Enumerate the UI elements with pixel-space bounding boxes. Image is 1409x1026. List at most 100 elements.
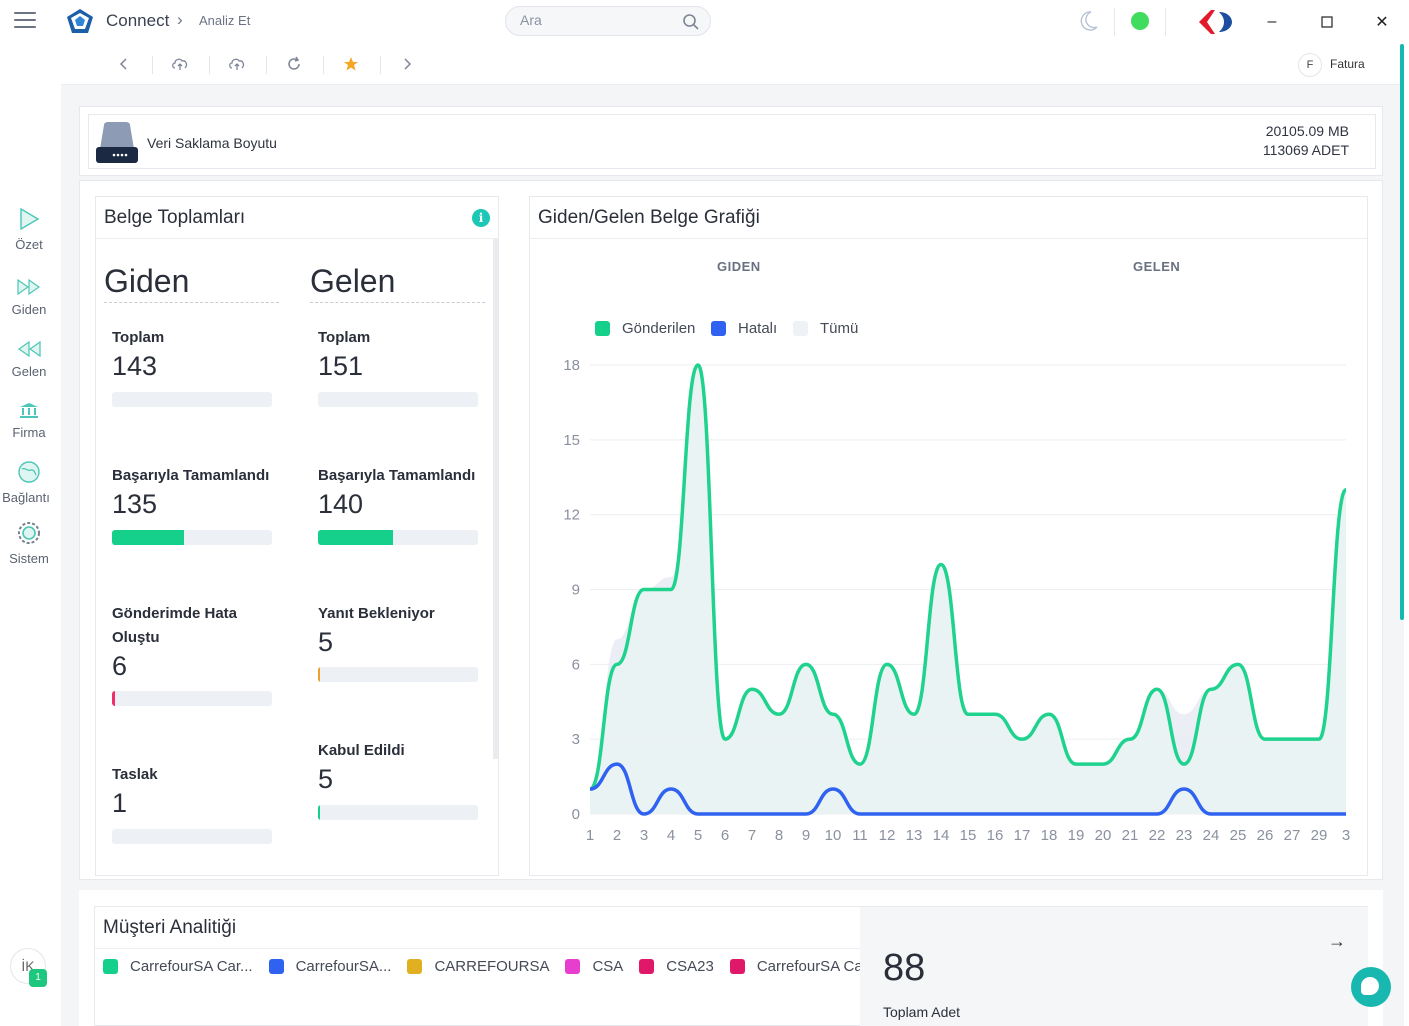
rewind-icon xyxy=(17,340,41,358)
metric-label: Toplam xyxy=(112,329,165,346)
legend-item-hatali[interactable]: Hatalı xyxy=(711,320,777,337)
total-panel: → 88 Toplam Adet xyxy=(860,907,1368,1026)
x-tick-label: 4 xyxy=(667,827,675,844)
sidebar-item-baglanti[interactable]: Bağlantı xyxy=(0,460,58,505)
card-header: Giden/Gelen Belge Grafiği xyxy=(530,197,1367,239)
sidebar-item-ozet[interactable]: Özet xyxy=(0,207,58,252)
avatar[interactable]: İK 1 xyxy=(10,948,47,987)
divider xyxy=(266,56,267,74)
x-tick-label: 8 xyxy=(775,827,783,844)
breadcrumb[interactable]: Analiz Et xyxy=(199,13,251,28)
fatura-label[interactable]: Fatura xyxy=(1330,57,1365,71)
chevron-left-icon[interactable] xyxy=(111,52,135,76)
search-input[interactable] xyxy=(520,12,670,28)
divider xyxy=(95,948,860,949)
x-tick-label: 14 xyxy=(933,827,950,844)
progress-fill xyxy=(318,805,320,820)
app-logo xyxy=(67,9,93,33)
y-tick-label: 18 xyxy=(563,357,580,374)
refresh-icon[interactable] xyxy=(282,52,306,76)
x-tick-label: 6 xyxy=(721,827,729,844)
y-tick-label: 9 xyxy=(572,582,580,599)
divider xyxy=(380,56,381,74)
sidebar-item-firma[interactable]: Firma xyxy=(0,401,58,440)
sidebar-item-label: Firma xyxy=(12,425,46,440)
progress-bar xyxy=(112,530,272,545)
progress-fill xyxy=(112,530,184,545)
divider xyxy=(323,56,324,74)
minimize-button[interactable]: – xyxy=(1267,13,1277,30)
storage-title: Veri Saklama Boyutu xyxy=(147,135,277,151)
sidebar: Özet Giden Gelen Firma Bağlantı Sistem İ… xyxy=(0,44,61,1026)
x-tick-label: 22 xyxy=(1149,827,1166,844)
chevron-right-icon[interactable] xyxy=(396,52,420,76)
sidebar-item-sistem[interactable]: Sistem xyxy=(0,521,58,566)
customer-legend: CarrefourSA Car... CarrefourSA... CARREFOU… xyxy=(103,958,860,980)
metric-value: 5 xyxy=(318,764,334,794)
legend-item-customer[interactable]: CSA xyxy=(565,958,623,975)
star-icon[interactable] xyxy=(339,52,363,76)
arrow-right-icon[interactable]: → xyxy=(1328,931,1346,951)
main-content: F Fatura Veri Saklama Boyutu 20105.09 MB… xyxy=(61,44,1404,1026)
legend-item-customer[interactable]: CarrefourSA Ca xyxy=(729,958,860,975)
sidebar-item-label: Sistem xyxy=(9,551,49,566)
metric-gelen-yanit: Yanıt Bekleniyor 5 xyxy=(318,602,478,658)
info-icon[interactable]: i xyxy=(472,209,490,227)
legend-item-customer[interactable]: CARREFOURSA xyxy=(407,958,549,975)
tab-giden[interactable]: GIDEN xyxy=(717,259,761,274)
storage-section: Veri Saklama Boyutu 20105.09 MB 113069 A… xyxy=(79,106,1383,176)
maximize-button[interactable] xyxy=(1315,10,1339,34)
toolbar: F Fatura xyxy=(61,44,1404,85)
metric-value: 1 xyxy=(112,788,128,818)
metric-gelen-basarili: Başarıyla Tamamlandı 140 xyxy=(318,464,478,520)
metric-label: Taslak xyxy=(112,766,158,783)
menu-icon[interactable] xyxy=(14,12,36,30)
tab-gelen[interactable]: GELEN xyxy=(1133,259,1181,274)
legend-label: CarrefourSA... xyxy=(295,958,392,975)
legend-label: CarrefourSA Ca xyxy=(756,958,860,975)
upload-icon[interactable] xyxy=(225,52,249,76)
legend-item-customer[interactable]: CarrefourSA Car... xyxy=(103,958,253,975)
legend-swatch xyxy=(711,321,726,336)
gelen-heading: Gelen xyxy=(310,263,485,303)
fatura-badge[interactable]: F xyxy=(1298,53,1322,77)
metric-giden-taslak: Taslak 1 xyxy=(112,763,272,819)
x-tick-label: 25 xyxy=(1230,827,1247,844)
legend-swatch xyxy=(595,321,610,336)
cloud-upload-icon[interactable] xyxy=(168,52,192,76)
metric-label: Başarıyla Tamamlandı xyxy=(318,467,476,484)
x-tick-label: 10 xyxy=(825,827,842,844)
legend-item-customer[interactable]: CarrefourSA... xyxy=(268,958,392,975)
series-line-hatali xyxy=(589,762,1346,816)
legend-label: Gönderilen xyxy=(622,320,696,337)
divider xyxy=(1114,8,1115,36)
page-scrollbar[interactable] xyxy=(1400,44,1404,620)
divider xyxy=(152,56,153,74)
app-title: Connect xyxy=(106,11,170,30)
series-line-gonderilen xyxy=(589,363,1348,791)
sidebar-item-gelen[interactable]: Gelen xyxy=(0,340,58,379)
legend-item-customer[interactable]: CSA23 xyxy=(639,958,714,975)
sidebar-item-giden[interactable]: Giden xyxy=(0,278,58,317)
total-label: Toplam Adet xyxy=(883,1004,961,1020)
x-tick-label: 5 xyxy=(694,827,702,844)
y-tick-label: 0 xyxy=(572,806,580,823)
legend-item-gonderilen[interactable]: Gönderilen xyxy=(595,320,695,337)
search-box[interactable] xyxy=(505,6,711,36)
dark-mode-icon[interactable] xyxy=(1076,9,1100,33)
legend-item-tumu[interactable]: Tümü xyxy=(793,320,858,337)
y-tick-label: 12 xyxy=(563,507,580,524)
x-tick-label: 16 xyxy=(987,827,1004,844)
x-tick-label: 17 xyxy=(1014,827,1031,844)
metric-label: Başarıyla Tamamlandı xyxy=(112,467,270,484)
scrollbar[interactable] xyxy=(493,239,498,759)
close-button[interactable]: ✕ xyxy=(1375,14,1389,31)
legend-label: CSA xyxy=(592,958,624,975)
search-icon[interactable] xyxy=(682,13,700,31)
chat-icon[interactable] xyxy=(1351,967,1391,1007)
card-title: Belge Toplamları xyxy=(104,207,246,228)
sidebar-item-label: Giden xyxy=(11,302,47,317)
legend-label: CarrefourSA Car... xyxy=(130,958,253,975)
legend-label: Tümü xyxy=(820,320,859,337)
